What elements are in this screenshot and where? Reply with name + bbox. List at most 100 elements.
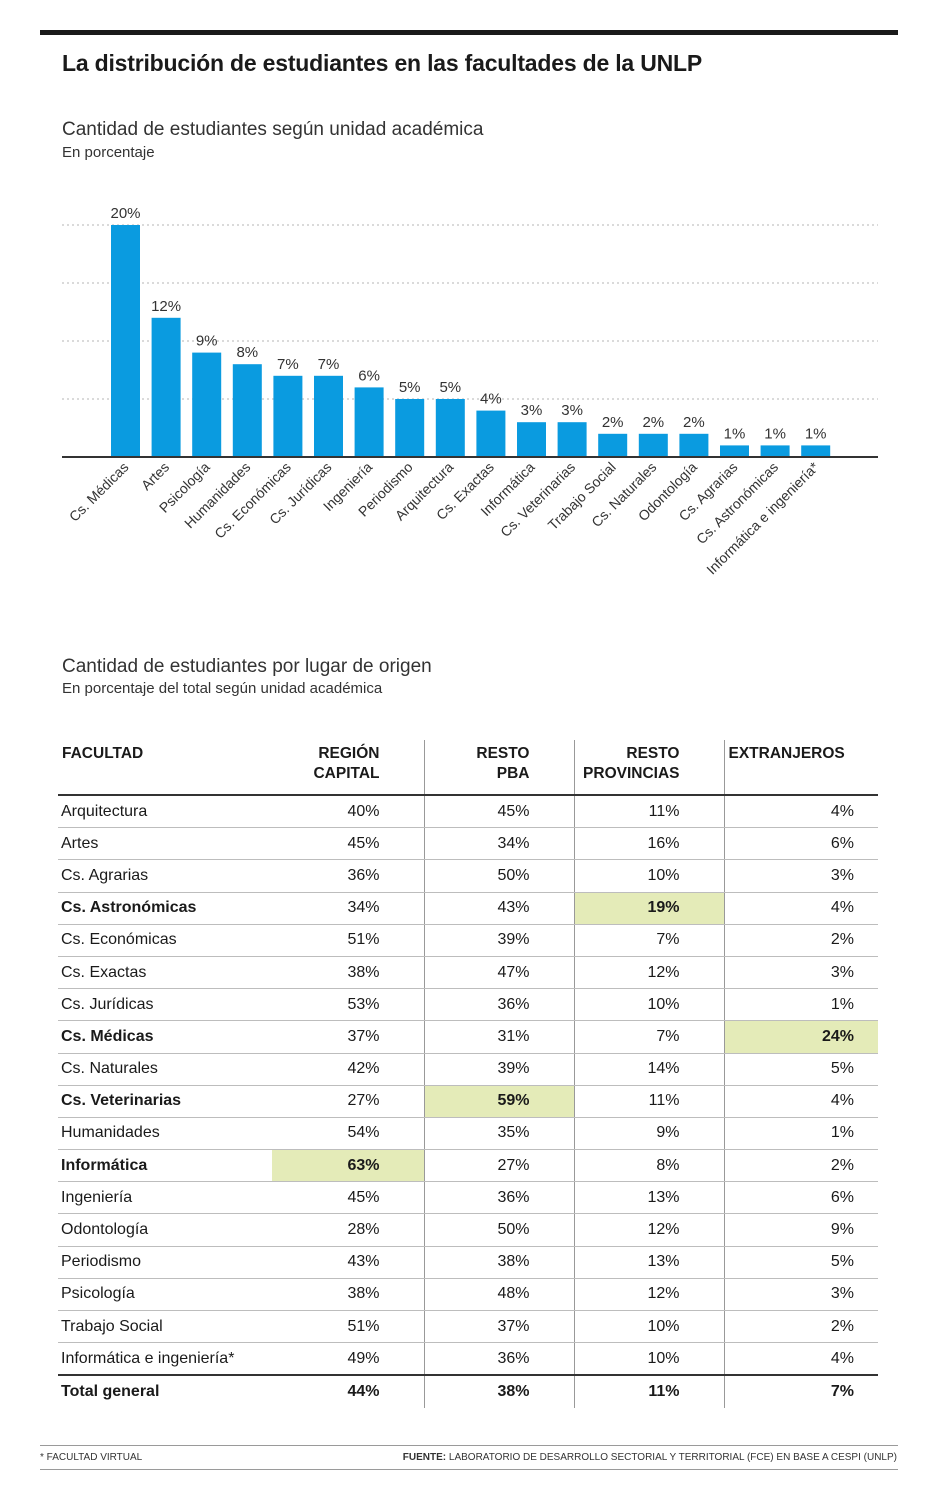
- table-row: Humanidades 54% 35% 9% 1%: [58, 1117, 878, 1151]
- value-cell: 9%: [573, 1117, 724, 1151]
- value-label: 2%: [642, 414, 664, 431]
- table-row: Psicología 38% 48% 12% 3%: [58, 1278, 878, 1312]
- value-cell: 37%: [423, 1310, 574, 1344]
- table-row: Informática e ingeniería* 49% 36% 10% 4%: [58, 1342, 878, 1376]
- footer-note: * FACULTAD VIRTUAL: [40, 1452, 143, 1463]
- table-subtitle: Cantidad de estudiantes por lugar de ori…: [62, 656, 432, 677]
- value-cell: 10%: [573, 1310, 724, 1344]
- value-label: 5%: [399, 379, 421, 396]
- footer-source: FUENTE: LABORATORIO DE DESARROLLO SECTOR…: [403, 1452, 897, 1463]
- top-rule: [40, 30, 898, 35]
- value-label: 1%: [724, 425, 746, 442]
- value-cell: 12%: [573, 1278, 724, 1312]
- table-row: Cs. Médicas 37% 31% 7% 24%: [58, 1020, 878, 1054]
- value-cell: 4%: [723, 1085, 878, 1118]
- value-cell: 5%: [723, 1053, 878, 1086]
- value-cell: 2%: [723, 1310, 878, 1344]
- value-label: 8%: [236, 344, 258, 361]
- value-cell: 48%: [423, 1278, 574, 1312]
- value-cell: 12%: [573, 956, 724, 990]
- value-cell: 2%: [723, 1149, 878, 1183]
- value-cell: 13%: [573, 1246, 724, 1279]
- facultad-cell: Cs. Naturales: [58, 1053, 272, 1086]
- value-cell: 53%: [272, 988, 424, 1022]
- bar: [435, 399, 465, 457]
- facultad-cell: Cs. Jurídicas: [58, 988, 272, 1022]
- value-label: 2%: [683, 414, 705, 431]
- value-cell: 39%: [423, 1053, 574, 1086]
- source-text: LABORATORIO DE DESARROLLO SECTORIAL Y TE…: [446, 1452, 897, 1463]
- value-cell: 4%: [723, 795, 878, 829]
- table-row: Cs. Naturales 42% 39% 14% 5%: [58, 1053, 878, 1086]
- facultad-cell: Arquitectura: [58, 795, 272, 829]
- value-cell: 27%: [272, 1085, 424, 1118]
- value-cell: 34%: [272, 892, 424, 925]
- facultad-cell: Informática e ingeniería*: [58, 1342, 272, 1376]
- value-cell: 1%: [723, 988, 878, 1022]
- bar: [476, 410, 506, 457]
- chart-unit-note: En porcentaje: [62, 144, 155, 161]
- table-row: Cs. Exactas 38% 47% 12% 3%: [58, 956, 878, 990]
- value-cell: 7%: [723, 1374, 878, 1408]
- col-header-resto-provincias: RESTO PROVINCIAS: [573, 740, 724, 796]
- table-row: Odontología 28% 50% 12% 9%: [58, 1213, 878, 1247]
- value-cell: 2%: [723, 924, 878, 957]
- value-cell: 38%: [423, 1246, 574, 1279]
- bar: [720, 445, 749, 457]
- value-cell: 28%: [272, 1213, 424, 1247]
- category-label: Artes: [138, 459, 172, 493]
- value-label: 12%: [151, 298, 181, 315]
- value-cell: 7%: [573, 1020, 724, 1054]
- value-cell: 43%: [272, 1246, 424, 1279]
- value-cell: 63%: [272, 1149, 424, 1183]
- facultad-cell: Humanidades: [58, 1117, 272, 1151]
- value-cell: 10%: [573, 1342, 724, 1376]
- value-cell: 5%: [723, 1246, 878, 1279]
- value-cell: 4%: [723, 892, 878, 925]
- value-cell: 16%: [573, 827, 724, 861]
- value-label: 3%: [561, 402, 583, 419]
- value-label: 7%: [277, 356, 299, 373]
- bar: [801, 445, 831, 457]
- bar: [517, 422, 546, 457]
- value-cell: 38%: [272, 1278, 424, 1312]
- table-row: Ingeniería 45% 36% 13% 6%: [58, 1181, 878, 1215]
- value-label: 1%: [805, 425, 827, 442]
- bar: [192, 352, 222, 457]
- bar: [760, 445, 790, 457]
- value-cell: 42%: [272, 1053, 424, 1086]
- bar: [273, 375, 303, 457]
- value-cell: 36%: [423, 988, 574, 1022]
- bar: [638, 433, 668, 457]
- value-cell: 11%: [573, 1374, 724, 1408]
- bar: [395, 399, 425, 457]
- value-label: 20%: [110, 205, 140, 222]
- value-cell: 43%: [423, 892, 574, 925]
- facultad-cell: Ingeniería: [58, 1181, 272, 1215]
- facultad-cell: Cs. Astronómicas: [58, 892, 272, 925]
- table-row: Artes 45% 34% 16% 6%: [58, 827, 878, 861]
- bar: [679, 433, 709, 457]
- value-cell: 47%: [423, 956, 574, 990]
- value-cell: 45%: [272, 1181, 424, 1215]
- value-label: 3%: [521, 402, 543, 419]
- bar: [111, 225, 140, 457]
- table-row: Trabajo Social 51% 37% 10% 2%: [58, 1310, 878, 1344]
- value-label: 4%: [480, 391, 502, 408]
- value-cell: 31%: [423, 1020, 574, 1054]
- table-header-row: FACULTAD REGIÓN CAPITAL RESTO PBA RESTO PRO…: [58, 740, 878, 796]
- value-cell: 8%: [573, 1149, 724, 1183]
- value-cell: 36%: [423, 1181, 574, 1215]
- value-cell: 39%: [423, 924, 574, 957]
- value-cell: 13%: [573, 1181, 724, 1215]
- table-row: Cs. Agrarias 36% 50% 10% 3%: [58, 859, 878, 893]
- bar-chart: 20%Cs. Médicas12%Artes9%Psicología8%Huma…: [62, 205, 878, 577]
- value-cell: 45%: [272, 827, 424, 861]
- facultad-cell: Cs. Económicas: [58, 924, 272, 957]
- facultad-cell: Total general: [58, 1374, 272, 1408]
- bar: [354, 387, 384, 457]
- value-cell: 11%: [573, 1085, 724, 1118]
- value-cell: 38%: [423, 1374, 574, 1408]
- bar: [151, 317, 181, 457]
- value-cell: 6%: [723, 1181, 878, 1215]
